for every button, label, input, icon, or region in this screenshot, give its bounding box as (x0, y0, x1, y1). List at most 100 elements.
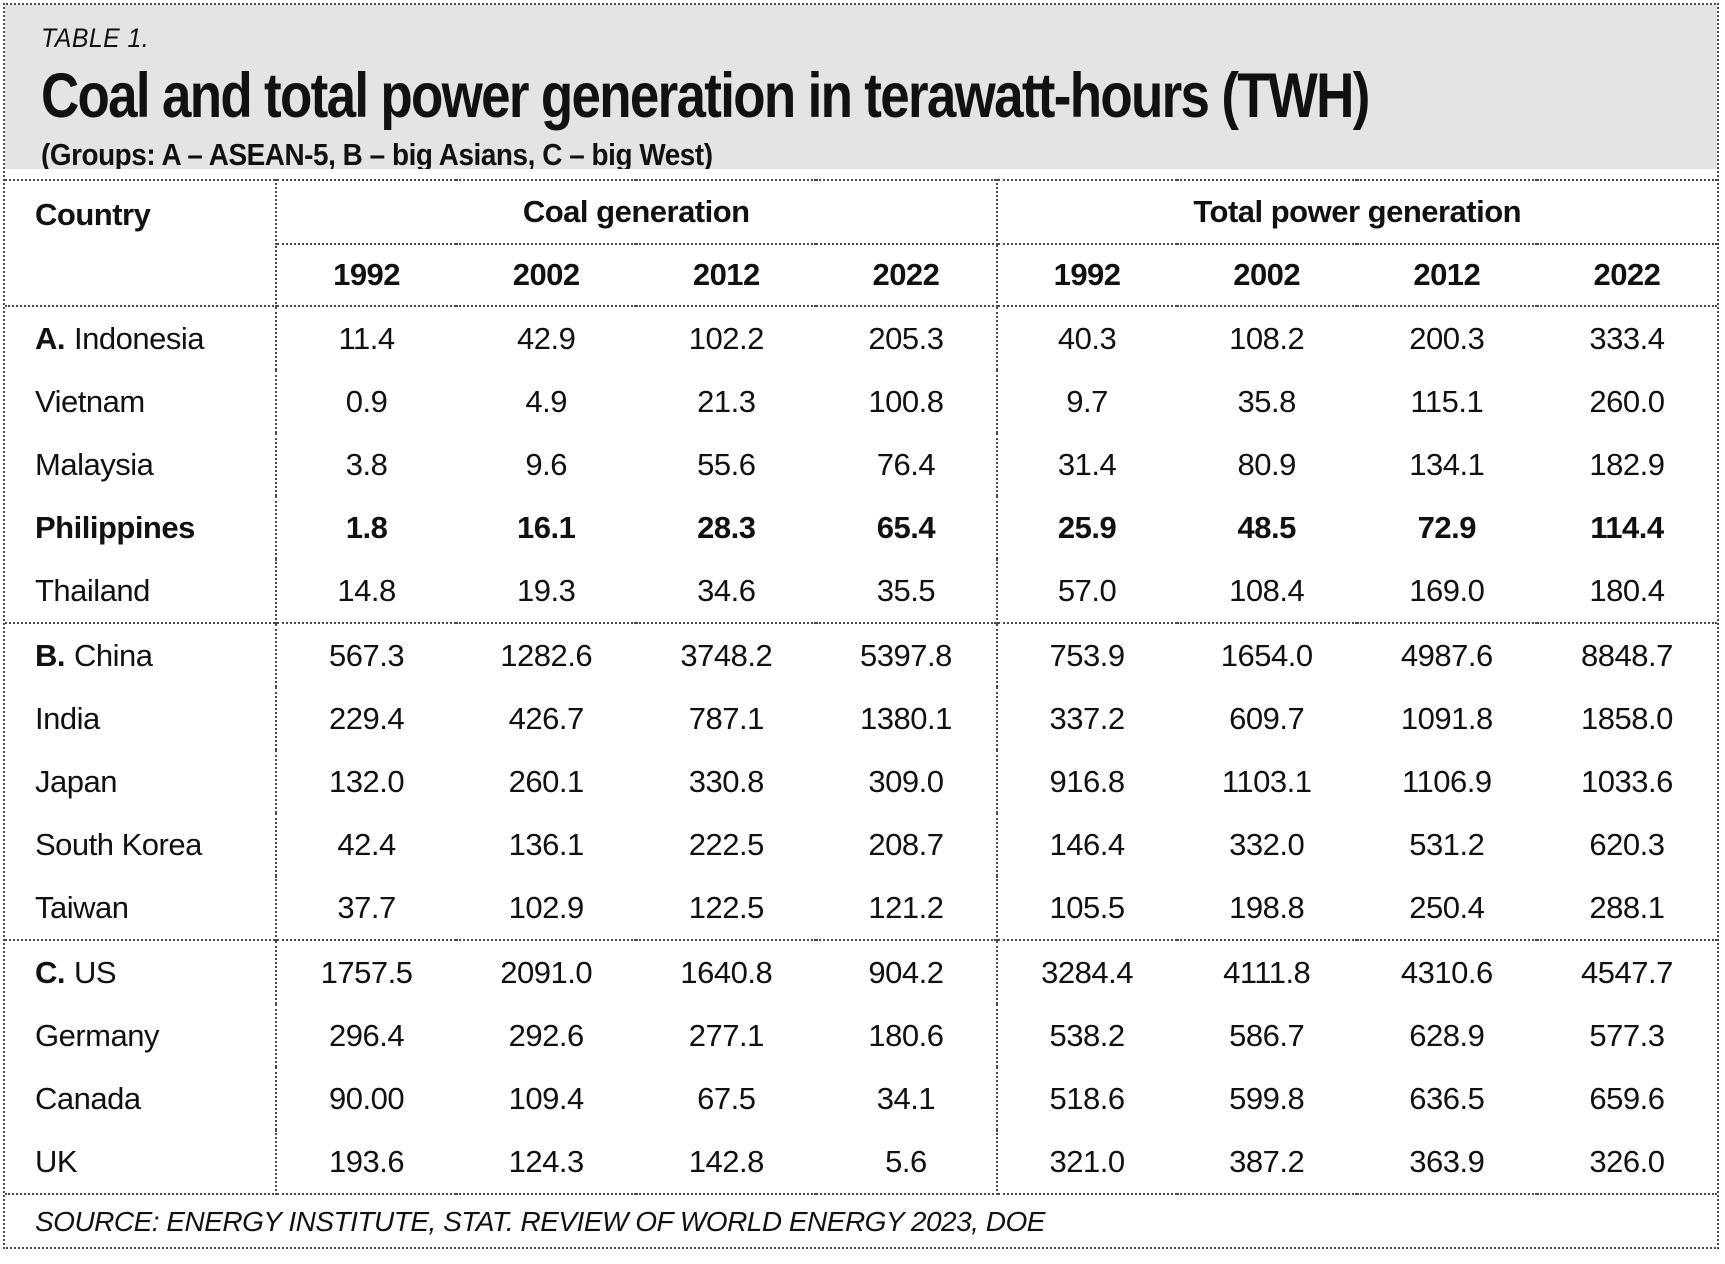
total-value-2002: 586.7 (1229, 1017, 1305, 1053)
coal-value-1992: 14.8 (337, 572, 396, 608)
total-year-2022: 2022 (1536, 244, 1717, 307)
group-letter: A. (35, 320, 66, 356)
coal-value-2002: 109.4 (508, 1080, 585, 1116)
total-value-2012: 636.5 (1409, 1080, 1485, 1116)
coal-value-2002: 16.1 (517, 509, 576, 545)
country-name: UK (35, 1143, 78, 1179)
country-name: US (74, 954, 117, 990)
country-name: Indonesia (74, 320, 204, 356)
table-row: A. Indonesia 11.4 42.9 102.2 205.3 40.3 108.2 20… (5, 306, 1717, 370)
group-letter: B. (35, 637, 66, 673)
table-row: Thailand 14.8 19.3 34.6 35.5 57.0 108.4 169.0 18… (5, 559, 1717, 623)
coal-value-2022: 34.1 (816, 1067, 998, 1130)
coal-value-1992: 11.4 (338, 320, 396, 356)
country-cell: Canada (5, 1067, 277, 1130)
coal-value-2022: 121.2 (816, 876, 998, 940)
coal-value-1992: 3.8 (345, 446, 388, 482)
country-column-header: Country (5, 180, 277, 307)
coal-value-1992: 193.6 (276, 1130, 457, 1195)
total-value-1992: 518.6 (1049, 1080, 1126, 1116)
coal-value-1992: 567.3 (276, 622, 457, 687)
coal-value-2002: 9.6 (525, 446, 567, 482)
country-cell: Taiwan (5, 876, 277, 940)
total-section-header: Total power generation (996, 180, 1717, 245)
total-value-2002: 4111.8 (1176, 939, 1357, 1004)
total-value-2002: 198.8 (1229, 889, 1305, 925)
table-row: Canada 90.00 109.4 67.5 34.1 518.6 599.8 636.5 6… (5, 1067, 1717, 1130)
country-cell: South Korea (5, 813, 277, 876)
table-row: Japan 132.0 260.1 330.8 309.0 916.8 1103.1 1106… (5, 750, 1717, 813)
coal-value-2022: 205.3 (816, 306, 998, 370)
coal-value-2012: 28.3 (697, 509, 756, 545)
total-value-1992: 321.0 (996, 1130, 1177, 1195)
coal-value-2022: 208.7 (816, 813, 998, 876)
total-value-2012: 72.9 (1417, 509, 1477, 545)
total-value-1992: 105.5 (1049, 889, 1126, 925)
table-row: Germany 296.4 292.6 277.1 180.6 538.2 586.7 628… (5, 1004, 1717, 1067)
total-value-2012: 531.2 (1409, 826, 1485, 862)
total-value-2012: 628.9 (1409, 1017, 1485, 1053)
coal-value-1992: 90.00 (329, 1080, 405, 1116)
total-value-2012: 1091.8 (1400, 700, 1493, 736)
country-name: Canada (35, 1080, 141, 1116)
coal-value-2012: 21.3 (697, 383, 756, 419)
total-value-1992: 31.4 (1057, 446, 1117, 482)
coal-value-1992: 229.4 (329, 700, 405, 736)
country-cell: UK (5, 1130, 277, 1195)
total-value-2012: 4987.6 (1356, 622, 1537, 687)
total-value-2002: 1654.0 (1176, 622, 1357, 687)
coal-value-2002: 2091.0 (456, 939, 637, 1004)
country-cell: Malaysia (5, 433, 277, 496)
total-year-2012: 2012 (1356, 244, 1537, 307)
coal-value-1992: 1.8 (345, 509, 388, 545)
total-value-2022: 8848.7 (1536, 622, 1717, 687)
total-value-2002: 332.0 (1229, 826, 1305, 862)
total-value-2002: 35.8 (1237, 383, 1297, 419)
total-value-2002: 1103.1 (1221, 763, 1312, 799)
coal-value-2002: 136.1 (508, 826, 585, 862)
total-value-2002: 48.5 (1237, 509, 1297, 545)
table-kicker: TABLE 1. (41, 23, 150, 53)
coal-value-2022: 5.6 (816, 1130, 998, 1195)
coal-value-2012: 330.8 (688, 763, 765, 799)
total-value-1992: 3284.4 (996, 939, 1177, 1004)
total-value-2002: 599.8 (1229, 1080, 1305, 1116)
coal-value-2022: 100.8 (816, 370, 998, 433)
coal-value-2002: 4.9 (525, 383, 567, 419)
coal-year-2012: 2012 (636, 244, 817, 307)
country-cell: Philippines (5, 496, 277, 559)
total-value-2012: 363.9 (1356, 1130, 1537, 1195)
total-value-2002: 80.9 (1237, 446, 1297, 482)
coal-value-2012: 122.5 (688, 889, 765, 925)
country-cell: B. China (5, 622, 277, 687)
table-row: Taiwan 37.7 102.9 122.5 121.2 105.5 198.8 250.4… (5, 876, 1717, 940)
section-header-row: Country Coal generation Total power gene… (5, 180, 1717, 307)
country-name: India (35, 700, 100, 736)
coal-value-1992: 0.9 (345, 383, 388, 419)
total-value-1992: 916.8 (1049, 763, 1126, 799)
coal-value-2022: 76.4 (816, 433, 998, 496)
country-name: Philippines (35, 509, 195, 545)
coal-value-2012: 1640.8 (636, 939, 817, 1004)
table-row: South Korea 42.4 136.1 222.5 208.7 146.4 332.0… (5, 813, 1717, 876)
table-row: UK 193.6 124.3 142.8 5.6 321.0 387.2 363.9 326.0 (5, 1130, 1717, 1195)
total-value-1992: 337.2 (1049, 700, 1126, 736)
coal-value-2002: 260.1 (508, 763, 585, 799)
coal-value-2012: 102.2 (688, 320, 765, 356)
country-name: Taiwan (35, 889, 129, 925)
group-letter: C. (35, 954, 66, 990)
total-value-2022: 180.4 (1589, 572, 1665, 608)
total-value-2012: 200.3 (1409, 320, 1485, 356)
coal-value-2012: 3748.2 (636, 622, 817, 687)
country-cell: Vietnam (5, 370, 277, 433)
total-value-2002: 108.4 (1229, 572, 1305, 608)
coal-value-2012: 55.6 (697, 446, 756, 482)
coal-value-2022: 5397.8 (816, 622, 998, 687)
total-value-2012: 134.1 (1409, 446, 1485, 482)
country-name: China (74, 637, 153, 673)
years-header-row: 1992 2002 2012 2022 1992 2002 2012 2022 (5, 244, 1717, 307)
coal-value-2022: 309.0 (816, 750, 998, 813)
table-masthead: TABLE 1. Coal and total power generation… (5, 5, 1717, 169)
total-value-2022: 326.0 (1536, 1130, 1717, 1195)
coal-value-2002: 124.3 (456, 1130, 637, 1195)
